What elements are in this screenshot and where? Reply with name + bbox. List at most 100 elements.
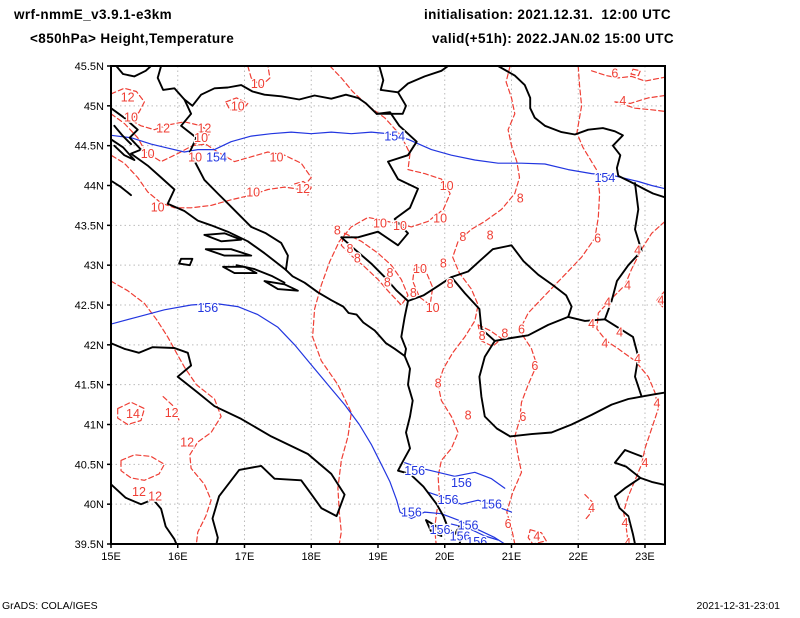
initialisation-time: initialisation: 2021.12.31. 12:00 UTC	[424, 7, 672, 22]
temperature-contour-label: 10	[194, 131, 208, 145]
coastline-border-path	[203, 232, 243, 243]
coastline-border-path	[497, 66, 665, 199]
lat-tick-label: 45N	[84, 101, 104, 113]
coastline-border-path	[111, 483, 178, 544]
temperature-contour-path	[111, 113, 312, 209]
temperature-contour-path	[294, 180, 312, 196]
temperature-contour-label: 4	[588, 317, 595, 331]
height-contour-label: 156	[438, 493, 459, 507]
height-contour-label: 156	[451, 476, 472, 490]
temperature-contour-label: 6	[518, 322, 525, 336]
coastline-border-path	[425, 519, 443, 537]
coastline-border-path	[180, 98, 289, 271]
height-contour-label: 156	[197, 301, 218, 315]
temperature-contour-label: 8	[435, 377, 442, 391]
lon-tick-label: 16E	[168, 551, 188, 563]
lon-tick-label: 22E	[568, 551, 588, 563]
coastline-border-path	[613, 476, 642, 544]
temperature-contour-label: 4	[533, 530, 540, 544]
temperature-contour-path	[111, 280, 222, 544]
temperature-contour-label: 6	[611, 67, 618, 81]
coastline-border-path	[222, 265, 258, 275]
coastline-border-path	[375, 91, 407, 115]
coastline-border-path	[340, 111, 419, 247]
temperature-contour-label: 4	[601, 337, 608, 351]
temperature-contour-label: 10	[433, 212, 447, 226]
temperature-contour-label: 8	[517, 192, 524, 206]
temperature-contour-label: 10	[426, 301, 440, 315]
lon-tick-label: 21E	[502, 551, 522, 563]
temperature-contour-path	[434, 66, 521, 544]
temperature-contour-label: 12	[132, 485, 146, 499]
temperature-contour-path	[120, 454, 165, 481]
temperature-contour-path	[412, 264, 434, 306]
temperature-contour-label: 4	[616, 326, 623, 340]
coastline-border-path	[378, 66, 450, 94]
temperature-contour-label: 6	[594, 232, 601, 246]
lon-tick-label: 18E	[301, 551, 321, 563]
coastline-border-path	[407, 244, 573, 318]
temperature-contour-path	[656, 290, 665, 311]
temperature-contour-label: 8	[440, 256, 447, 270]
lat-tick-label: 41.5N	[75, 380, 104, 392]
temperature-contour-label: 6	[505, 517, 512, 531]
temperature-contour-label: 10	[246, 185, 260, 199]
height-contour-label: 154	[384, 130, 405, 144]
height-contour-label: 156	[401, 506, 422, 520]
temperature-contour-label: 4	[658, 294, 665, 308]
temperature-contour-label: 4	[619, 94, 626, 108]
temperature-contour-label: 12	[197, 122, 211, 136]
temperature-contour-label: 10	[251, 77, 265, 91]
temperature-contour-label: 12	[165, 406, 179, 420]
temperature-contour-label: 10	[231, 99, 245, 113]
coastline-border-path	[111, 342, 346, 544]
coastline-border-path	[603, 182, 643, 321]
temperature-contour-label: 10	[270, 150, 284, 164]
coastline-border-path	[567, 315, 606, 322]
lon-tick-label: 19E	[368, 551, 388, 563]
temperature-contour-label: 8	[465, 408, 472, 422]
temperature-contour-label: 12	[180, 436, 194, 450]
coastline-border-path	[478, 339, 512, 438]
lat-tick-label: 42.5N	[75, 300, 104, 312]
temperature-contour-label: 8	[459, 230, 466, 244]
coastline-border-path	[509, 395, 643, 438]
coastline-border-path	[113, 124, 132, 146]
temperature-contour-label: 8	[387, 266, 394, 280]
temperature-contour-path	[527, 529, 547, 544]
coastline-border-path	[204, 248, 253, 257]
creation-timestamp: 2021-12-31-23:01	[696, 600, 780, 612]
valid-time: valid(+51h): 2022.JAN.02 15:00 UTC	[432, 31, 675, 46]
temperature-contour-label: 4	[588, 501, 595, 515]
height-contour-label: 156	[450, 530, 471, 544]
model-title: wrf-nmmE_v3.9.1-e3km	[14, 7, 173, 22]
coastline-border-path	[156, 66, 378, 115]
temperature-contour-path	[312, 66, 451, 544]
temperature-contour-label: 8	[334, 224, 341, 238]
temperature-contour-path	[630, 68, 641, 77]
temperature-contour-path	[591, 70, 665, 82]
temperature-contour-label: 12	[296, 182, 310, 196]
height-contour-path	[404, 462, 506, 489]
coastline-border-path	[613, 449, 665, 486]
coastline-border-path	[603, 318, 643, 398]
height-contour-path	[427, 491, 513, 513]
temperature-contour-label: 8	[347, 242, 354, 256]
height-contour-path	[111, 131, 665, 190]
coastline-border-path	[178, 257, 194, 267]
lat-tick-label: 40N	[84, 499, 104, 511]
coastline-border-path	[111, 180, 132, 197]
temperature-contour-label: 8	[354, 252, 361, 266]
height-contour-label: 154	[594, 171, 615, 185]
temperature-contour-label: 8	[410, 286, 417, 300]
lat-tick-label: 43N	[84, 260, 104, 272]
lat-tick-label: 41N	[84, 420, 104, 432]
temperature-contour-label: 10	[373, 216, 387, 230]
lon-tick-label: 20E	[435, 551, 455, 563]
temperature-contour-label: 10	[141, 147, 155, 161]
temperature-contour-label: 4	[654, 397, 661, 411]
lat-tick-label: 40.5N	[75, 459, 104, 471]
temperature-contour-label: 8	[501, 326, 508, 340]
temperature-contour-label: 4	[634, 244, 641, 258]
